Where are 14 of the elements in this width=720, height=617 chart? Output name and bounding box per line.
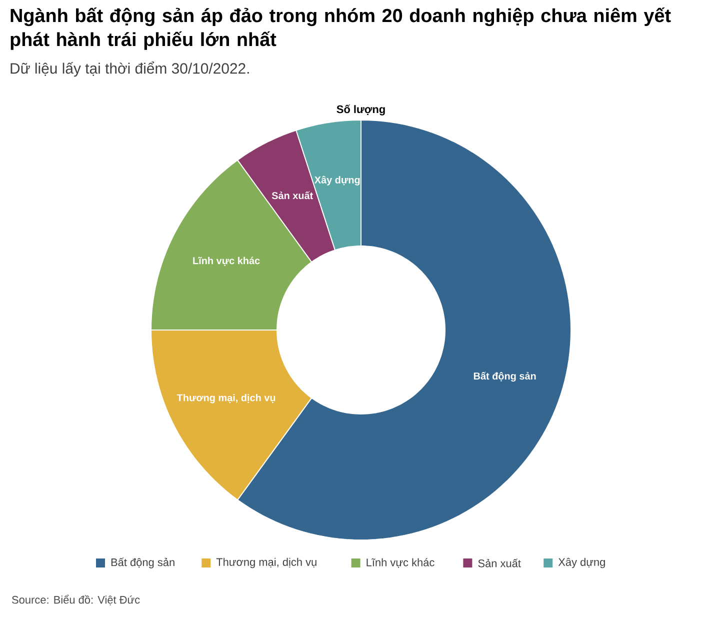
legend-label: Sản xuất (478, 558, 521, 568)
chart-title: Ngành bất động sản áp đảo trong nhóm 20 doanh nghiệp chưa niêm yết phát hành trái phiếu lớn nhất (10, 8, 671, 50)
slice-label: Sản xuất (272, 191, 313, 200)
source-note: Source: Biểu đồ: Việt Đức (12, 594, 140, 606)
chart-subtitle: Dữ liệu lấy tại thời điểm 30/10/2022. (10, 62, 249, 77)
slice-label: Lĩnh vực khác (193, 256, 260, 266)
legend-label: Thương mại, dịch vụ (216, 558, 316, 568)
legend-label: Xây dựng (558, 558, 605, 568)
legend-label: Lĩnh vực khác (366, 558, 434, 568)
slice-label: Thương mại, dịch vụ (176, 394, 276, 404)
slice-label: Bất động sản (474, 372, 536, 382)
slice-label: Xây dựng (314, 176, 360, 186)
text: Số lượng (336, 104, 385, 116)
legend-label: Bất động sản (111, 558, 174, 568)
